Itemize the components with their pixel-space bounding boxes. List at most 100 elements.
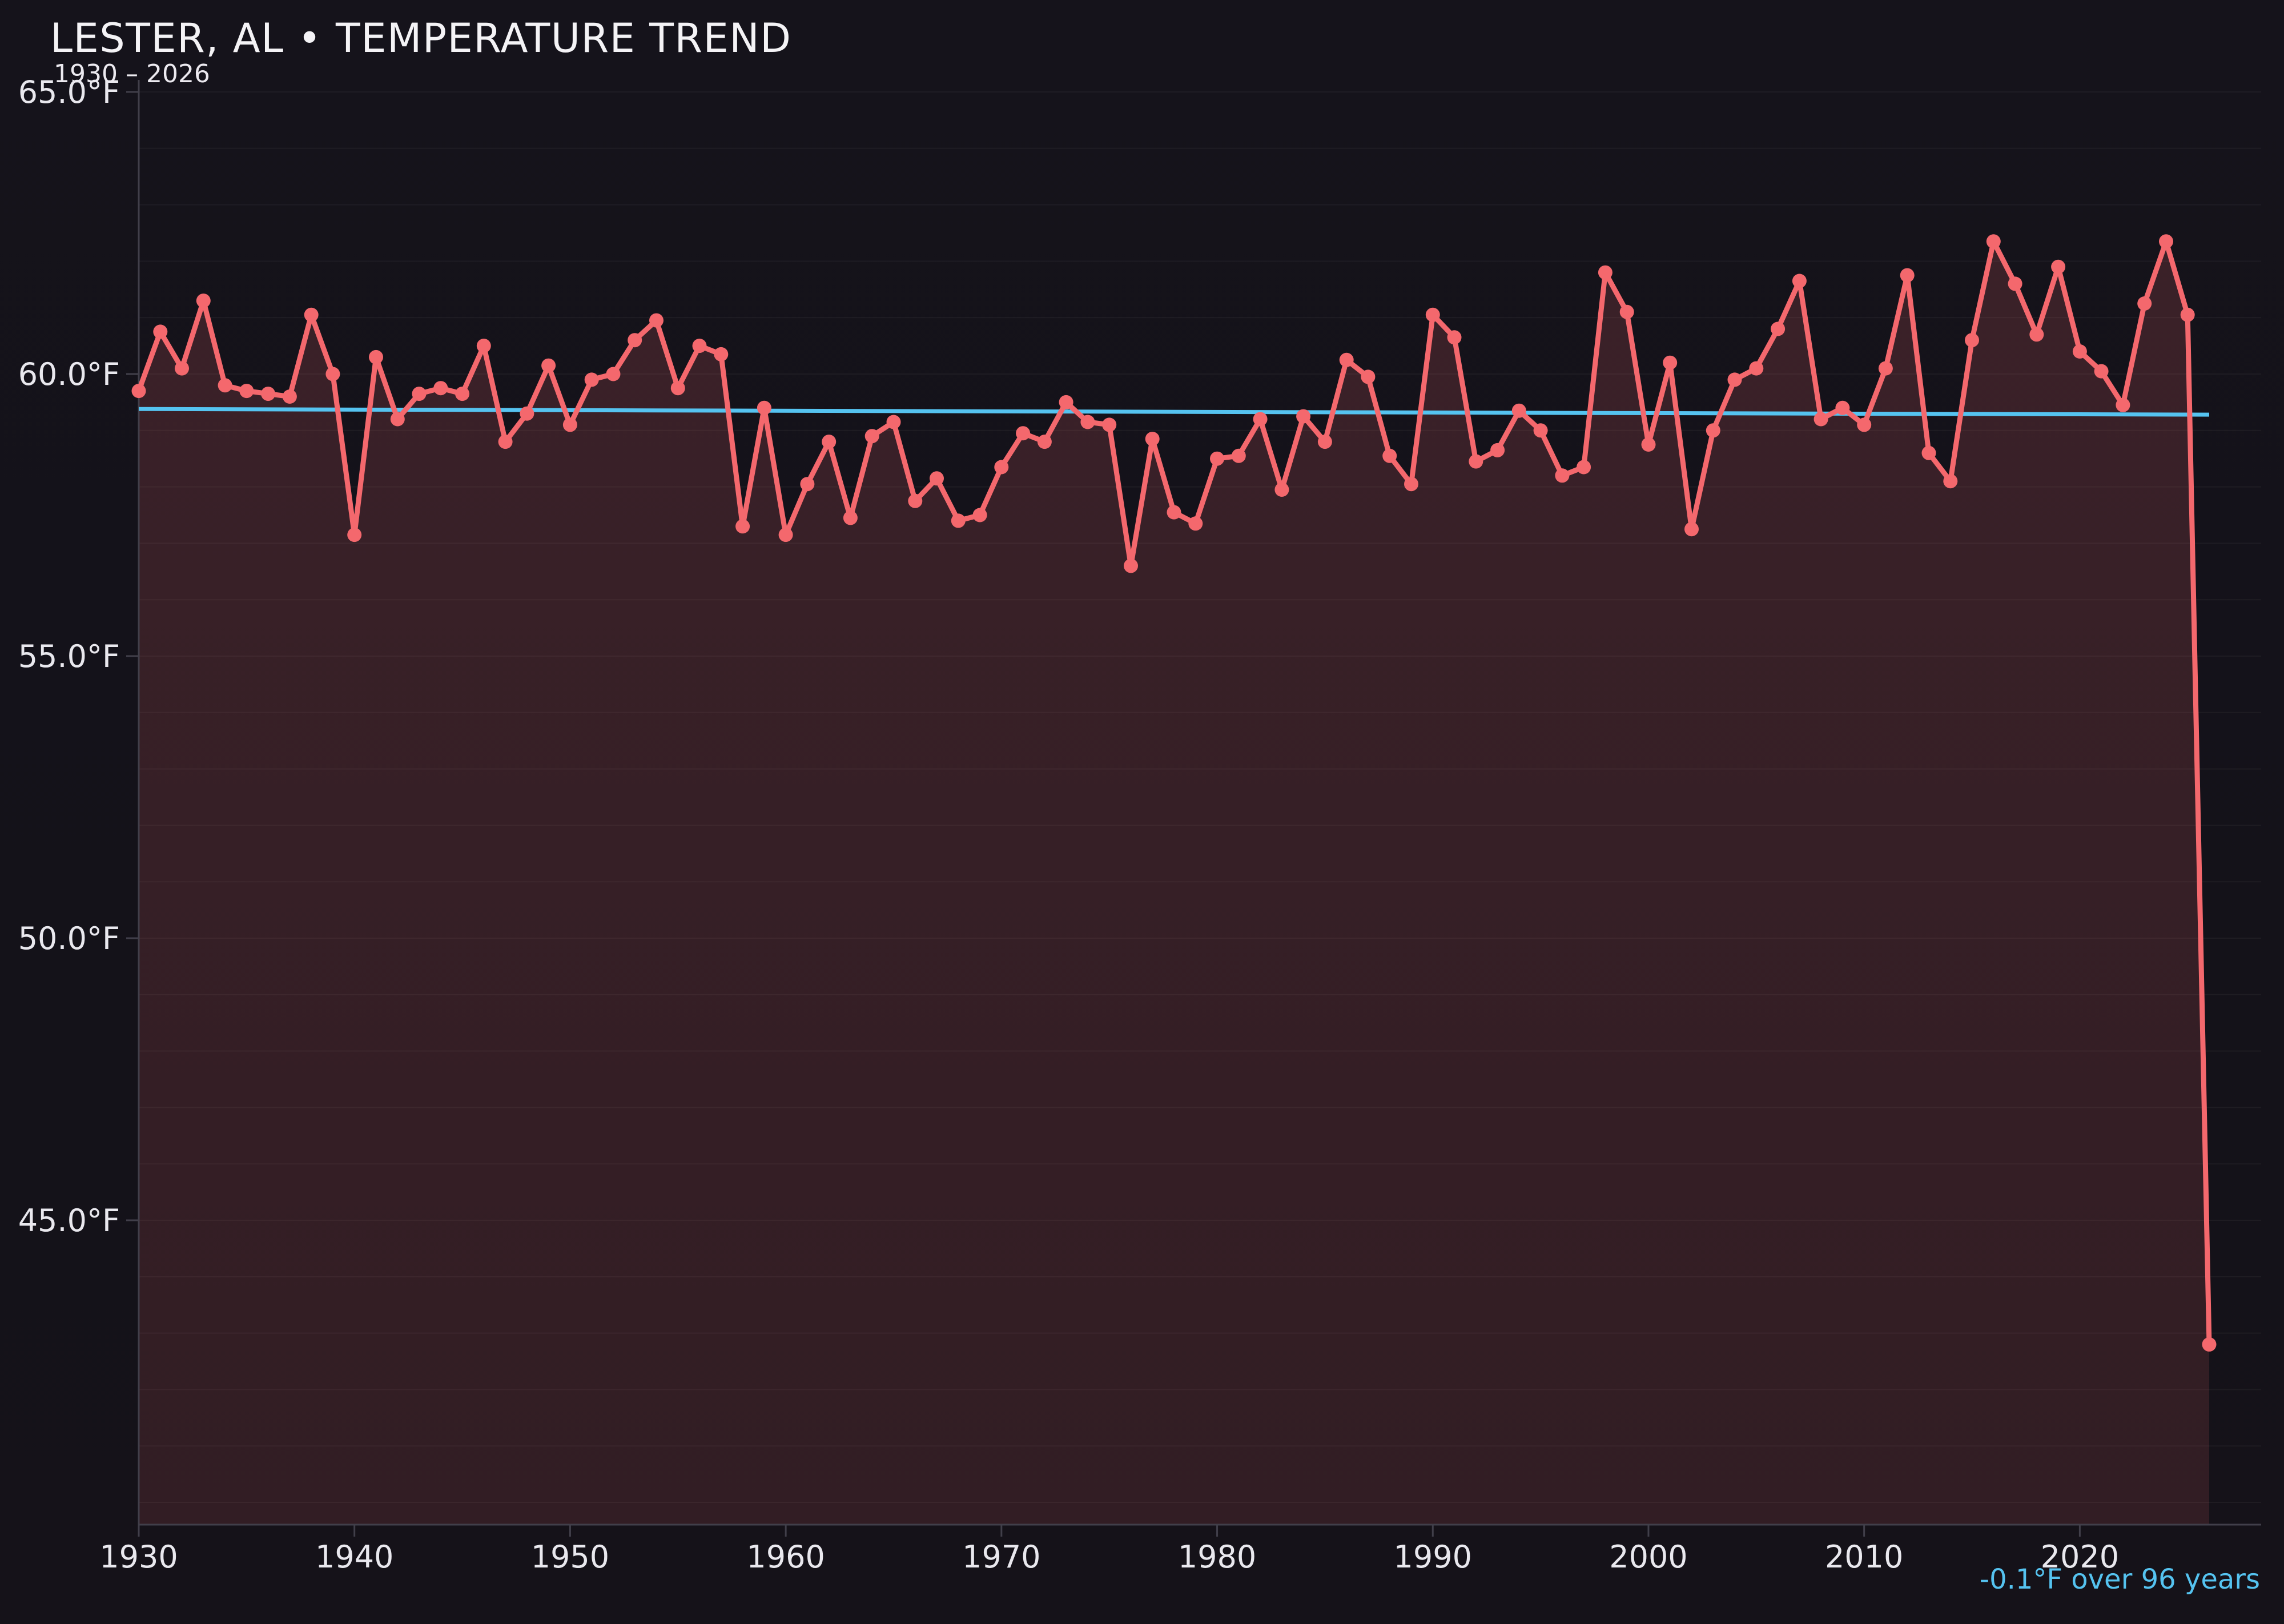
data-point bbox=[1253, 412, 1268, 427]
data-point bbox=[476, 339, 491, 353]
data-point bbox=[2072, 344, 2087, 359]
data-point bbox=[1555, 468, 1570, 483]
data-point bbox=[843, 510, 858, 525]
data-point bbox=[390, 412, 405, 427]
data-point bbox=[412, 387, 427, 401]
x-tick-label: 2020 bbox=[2041, 1539, 2119, 1575]
data-point bbox=[1361, 369, 1376, 384]
x-tick-label: 1980 bbox=[1178, 1539, 1256, 1575]
data-point bbox=[714, 347, 729, 361]
data-point bbox=[1317, 435, 1332, 449]
data-point bbox=[1857, 417, 1872, 432]
data-point bbox=[1727, 372, 1742, 387]
data-point bbox=[628, 333, 642, 348]
data-point bbox=[1231, 448, 1246, 463]
data-point bbox=[347, 528, 362, 542]
data-point bbox=[757, 400, 771, 415]
x-tick-label: 1960 bbox=[746, 1539, 825, 1575]
data-point bbox=[1771, 321, 1786, 336]
data-point bbox=[930, 471, 944, 486]
data-point bbox=[1813, 412, 1828, 427]
data-point bbox=[175, 361, 189, 376]
data-point bbox=[1145, 432, 1160, 447]
data-point bbox=[1577, 460, 1591, 475]
data-point bbox=[1382, 448, 1397, 463]
data-point bbox=[1986, 234, 2001, 249]
data-point bbox=[649, 313, 664, 328]
y-tick-label: 55.0°F bbox=[18, 638, 120, 674]
chart-subtitle: 1930 – 2026 bbox=[54, 59, 210, 89]
data-point bbox=[1641, 437, 1656, 452]
trend-line bbox=[138, 407, 2210, 417]
data-point bbox=[1404, 477, 1418, 492]
data-point bbox=[800, 477, 815, 492]
data-point bbox=[455, 387, 470, 401]
data-point bbox=[1080, 415, 1095, 429]
data-point bbox=[2202, 1337, 2217, 1352]
data-point bbox=[1511, 403, 1526, 418]
data-point bbox=[670, 381, 685, 396]
data-point bbox=[1447, 330, 1462, 345]
data-point bbox=[1296, 409, 1311, 424]
data-point bbox=[153, 324, 168, 339]
data-point bbox=[908, 493, 923, 508]
data-point bbox=[1792, 274, 1807, 288]
data-point bbox=[1037, 435, 1052, 449]
x-tick-label: 1950 bbox=[531, 1539, 609, 1575]
data-point bbox=[1533, 423, 1548, 438]
series-area bbox=[139, 241, 2209, 1524]
data-point bbox=[778, 528, 793, 542]
data-point bbox=[886, 415, 901, 429]
data-point bbox=[1900, 268, 1915, 283]
data-point bbox=[1059, 395, 1073, 409]
data-point bbox=[1274, 483, 1289, 497]
data-point bbox=[2137, 296, 2152, 311]
x-tick-label: 1990 bbox=[1394, 1539, 1472, 1575]
data-point bbox=[1749, 361, 1764, 376]
data-point bbox=[1016, 426, 1031, 441]
data-point bbox=[196, 294, 211, 308]
data-point bbox=[1210, 451, 1224, 466]
data-point bbox=[1188, 516, 1203, 531]
data-point bbox=[261, 387, 276, 401]
data-point bbox=[1965, 333, 1979, 348]
data-point bbox=[1469, 454, 1483, 469]
data-point bbox=[1619, 304, 1634, 319]
data-point bbox=[304, 307, 319, 322]
data-point bbox=[735, 519, 750, 534]
data-point bbox=[541, 358, 556, 373]
y-tick-label: 50.0°F bbox=[18, 920, 120, 956]
data-point bbox=[994, 460, 1009, 475]
data-point bbox=[1425, 307, 1440, 322]
data-point bbox=[864, 429, 879, 444]
data-point bbox=[369, 349, 383, 364]
data-point bbox=[822, 435, 837, 449]
chart-title: LESTER, AL • TEMPERATURE TREND bbox=[50, 15, 792, 62]
data-point bbox=[131, 384, 146, 399]
data-point bbox=[239, 384, 254, 399]
x-tick-label: 1940 bbox=[315, 1539, 393, 1575]
data-point bbox=[2008, 276, 2022, 291]
x-tick-label: 1930 bbox=[99, 1539, 178, 1575]
data-point bbox=[1124, 558, 1138, 573]
data-point bbox=[433, 381, 448, 396]
y-tick-label: 65.0°F bbox=[18, 74, 120, 110]
data-point bbox=[520, 406, 534, 421]
data-point bbox=[1598, 265, 1613, 280]
data-point bbox=[282, 389, 297, 404]
data-point bbox=[218, 378, 232, 393]
data-point bbox=[2180, 307, 2195, 322]
x-tick-label: 2000 bbox=[1609, 1539, 1687, 1575]
data-point bbox=[1102, 417, 1117, 432]
data-point bbox=[325, 367, 340, 381]
data-point bbox=[1684, 522, 1699, 537]
data-point bbox=[951, 513, 966, 528]
x-tick-label: 1970 bbox=[962, 1539, 1040, 1575]
data-point bbox=[1921, 445, 1936, 460]
data-point bbox=[584, 372, 599, 387]
data-point bbox=[1490, 443, 1505, 457]
y-tick-label: 60.0°F bbox=[18, 356, 120, 392]
data-point bbox=[2051, 259, 2066, 274]
